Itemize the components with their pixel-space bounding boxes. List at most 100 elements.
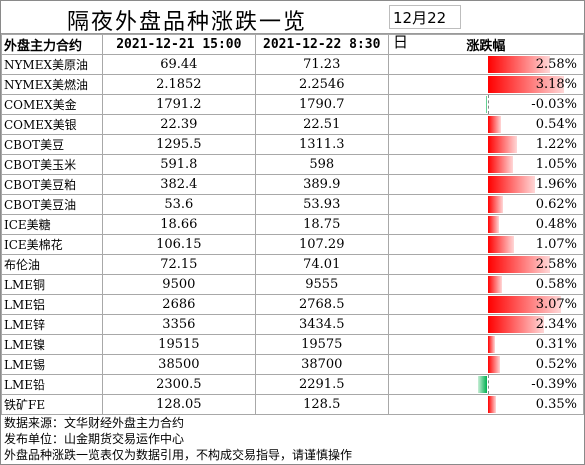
change-percent: 0.31%	[536, 337, 583, 352]
table-row: LME铅 2300.5 2291.5 -0.39%	[2, 375, 584, 395]
change-cell: -0.39%	[388, 375, 583, 395]
contract-name: CBOT美豆	[2, 135, 103, 155]
change-cell: 2.58%	[388, 55, 583, 75]
change-bar	[488, 116, 501, 133]
contract-name: CBOT美豆粕	[2, 175, 103, 195]
curr-price: 74.01	[255, 255, 388, 275]
change-bar	[488, 396, 496, 413]
change-cell: 0.54%	[388, 115, 583, 135]
change-percent: -0.39%	[531, 377, 583, 392]
prev-price: 2300.5	[102, 375, 255, 395]
table-row: CBOT美玉米 591.8 598 1.05%	[2, 155, 584, 175]
contract-name: COMEX美银	[2, 115, 103, 135]
table-row: CBOT美豆粕 382.4 389.9 1.96%	[2, 175, 584, 195]
table-row: COMEX美银 22.39 22.51 0.54%	[2, 115, 584, 135]
change-bar	[488, 336, 495, 353]
footnote-disclaimer: 外盘品种涨跌一览表仅为数据引用，不构成交易指导，请谨慎操作	[4, 447, 352, 463]
prev-price: 1791.2	[102, 95, 255, 115]
curr-price: 2.2546	[255, 75, 388, 95]
curr-price: 2768.5	[255, 295, 388, 315]
change-cell: 0.35%	[388, 395, 583, 415]
change-cell: 0.58%	[388, 275, 583, 295]
contract-name: LME铅	[2, 375, 103, 395]
footnote-publisher: 发布单位：山金期货交易运作中心	[4, 431, 352, 447]
curr-price: 128.5	[255, 395, 388, 415]
change-cell: 0.52%	[388, 355, 583, 375]
change-percent: 3.07%	[536, 297, 583, 312]
date-cell: 12月22日	[389, 5, 461, 29]
change-bar	[488, 136, 517, 153]
change-percent: 1.07%	[536, 237, 583, 252]
prev-price: 19515	[102, 335, 255, 355]
change-bar	[488, 216, 499, 233]
change-cell: 1.07%	[388, 235, 583, 255]
change-bar	[488, 176, 535, 193]
prev-price: 106.15	[102, 235, 255, 255]
curr-price: 53.93	[255, 195, 388, 215]
zero-axis	[488, 95, 489, 114]
table-row: LME镍 19515 19575 0.31%	[2, 335, 584, 355]
prev-price: 2.1852	[102, 75, 255, 95]
table-body: NYMEX美原油 69.44 71.23 2.58% NYMEX美燃油 2.1852 2.2…	[2, 55, 584, 415]
header-curr-time: 2021-12-22 8:30	[255, 35, 388, 55]
contract-name: LME铜	[2, 275, 103, 295]
prev-price: 128.05	[102, 395, 255, 415]
contract-name: NYMEX美燃油	[2, 75, 103, 95]
curr-price: 18.75	[255, 215, 388, 235]
prev-price: 22.39	[102, 115, 255, 135]
prev-price: 591.8	[102, 155, 255, 175]
prev-price: 9500	[102, 275, 255, 295]
contract-name: CBOT美豆油	[2, 195, 103, 215]
prev-price: 382.4	[102, 175, 255, 195]
contract-name: COMEX美金	[2, 95, 103, 115]
change-percent: 0.35%	[536, 397, 583, 412]
change-cell: -0.03%	[388, 95, 583, 115]
change-cell: 1.05%	[388, 155, 583, 175]
curr-price: 1311.3	[255, 135, 388, 155]
contract-name: LME铝	[2, 295, 103, 315]
prev-price: 1295.5	[102, 135, 255, 155]
curr-price: 3434.5	[255, 315, 388, 335]
contract-name: ICE美棉花	[2, 235, 103, 255]
header-prev-time: 2021-12-21 15:00	[102, 35, 255, 55]
change-percent: 1.96%	[536, 177, 583, 192]
prev-price: 3356	[102, 315, 255, 335]
footnote-source: 数据来源：文华财经外盘主力合约	[4, 415, 352, 431]
price-table: 外盘主力合约 2021-12-21 15:00 2021-12-22 8:30 …	[1, 34, 584, 415]
table-header-row: 外盘主力合约 2021-12-21 15:00 2021-12-22 8:30 …	[2, 35, 584, 55]
curr-price: 107.29	[255, 235, 388, 255]
table-row: LME锌 3356 3434.5 2.34%	[2, 315, 584, 335]
change-percent: 0.54%	[536, 117, 583, 132]
table-row: 布伦油 72.15 74.01 2.58%	[2, 255, 584, 275]
change-percent: 2.34%	[536, 317, 583, 332]
contract-name: LME镍	[2, 335, 103, 355]
curr-price: 38700	[255, 355, 388, 375]
curr-price: 22.51	[255, 115, 388, 135]
prev-price: 69.44	[102, 55, 255, 75]
change-bar	[488, 236, 514, 253]
contract-name: 布伦油	[2, 255, 103, 275]
change-bar	[488, 356, 500, 373]
header-contract: 外盘主力合约	[2, 35, 103, 55]
contract-name: LME锡	[2, 355, 103, 375]
change-percent: 2.58%	[536, 57, 583, 72]
change-percent: -0.03%	[531, 97, 583, 112]
table-row: NYMEX美燃油 2.1852 2.2546 3.18%	[2, 75, 584, 95]
change-percent: 2.58%	[536, 257, 583, 272]
change-bar	[486, 96, 487, 113]
change-percent: 3.18%	[536, 77, 583, 92]
contract-name: ICE美糖	[2, 215, 103, 235]
change-cell: 0.62%	[388, 195, 583, 215]
prev-price: 72.15	[102, 255, 255, 275]
change-percent: 0.62%	[536, 197, 583, 212]
curr-price: 71.23	[255, 55, 388, 75]
change-cell: 3.18%	[388, 75, 583, 95]
change-cell: 1.96%	[388, 175, 583, 195]
curr-price: 2291.5	[255, 375, 388, 395]
page-title: 隔夜外盘品种涨跌一览	[67, 4, 307, 36]
change-bar	[488, 276, 502, 293]
curr-price: 9555	[255, 275, 388, 295]
prev-price: 53.6	[102, 195, 255, 215]
header-change: 涨跌幅	[388, 35, 583, 55]
change-cell: 2.58%	[388, 255, 583, 275]
